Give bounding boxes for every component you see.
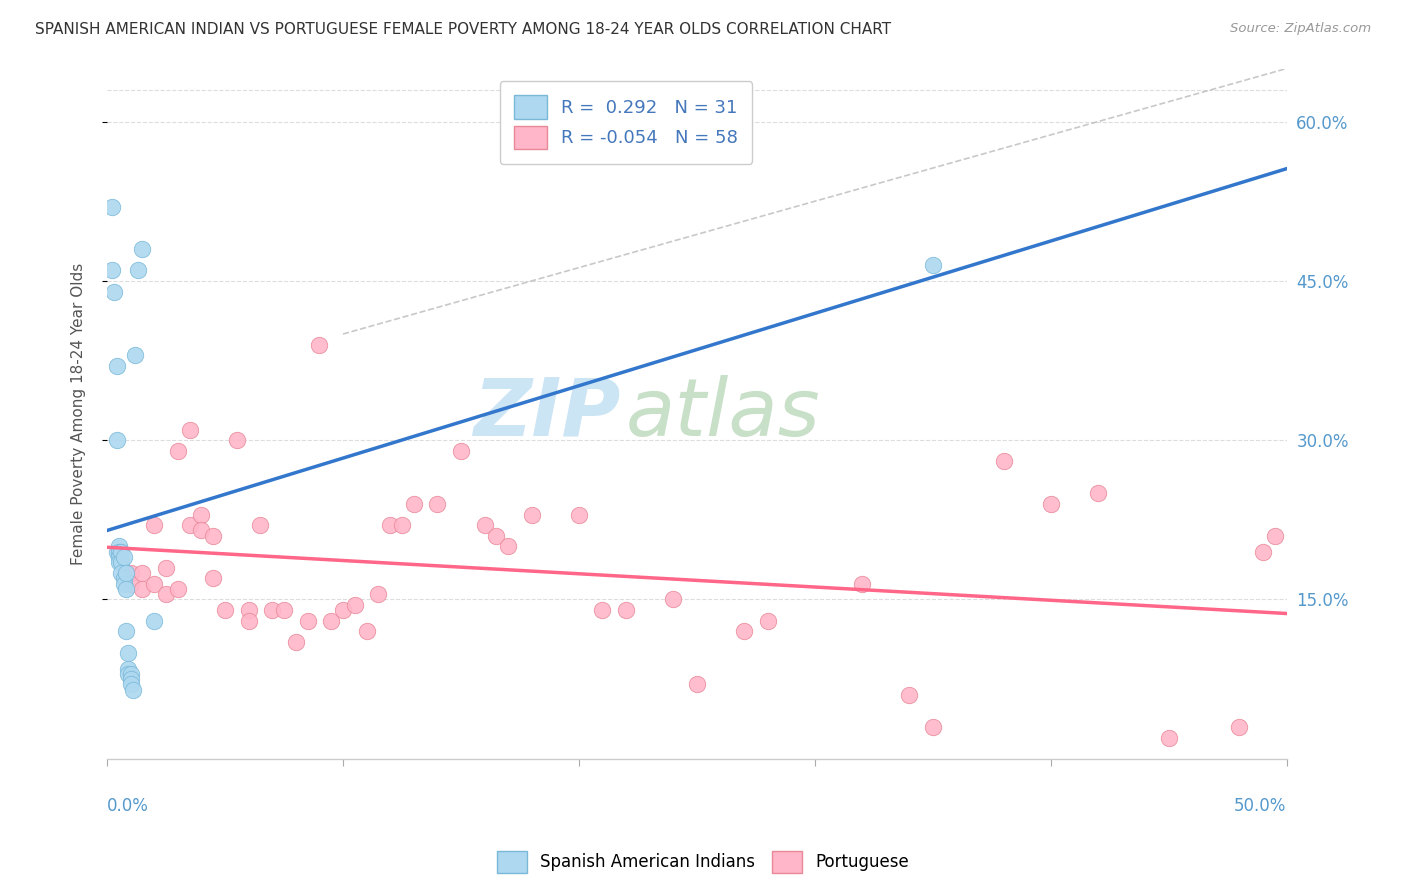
Point xyxy=(592,603,614,617)
Point xyxy=(284,635,307,649)
Point xyxy=(127,263,149,277)
Point xyxy=(1264,529,1286,543)
Text: 50.0%: 50.0% xyxy=(1234,797,1286,814)
Point xyxy=(378,518,401,533)
Point xyxy=(238,603,260,617)
Text: SPANISH AMERICAN INDIAN VS PORTUGUESE FEMALE POVERTY AMONG 18-24 YEAR OLDS CORRE: SPANISH AMERICAN INDIAN VS PORTUGUESE FE… xyxy=(35,22,891,37)
Point xyxy=(202,529,225,543)
Y-axis label: Female Poverty Among 18-24 Year Olds: Female Poverty Among 18-24 Year Olds xyxy=(72,262,86,565)
Point xyxy=(214,603,236,617)
Point xyxy=(117,661,139,675)
Point xyxy=(308,337,330,351)
Point xyxy=(112,549,135,564)
Point xyxy=(474,518,496,533)
Point xyxy=(921,720,943,734)
Point xyxy=(343,598,366,612)
Point xyxy=(993,454,1015,468)
Point xyxy=(262,603,284,617)
Point xyxy=(105,359,128,373)
Point xyxy=(120,566,142,580)
Point xyxy=(568,508,591,522)
Point xyxy=(1157,731,1180,745)
Point xyxy=(110,566,132,580)
Point xyxy=(143,614,166,628)
Point xyxy=(520,508,543,522)
Point xyxy=(1039,497,1062,511)
Point xyxy=(131,582,153,596)
Point xyxy=(662,592,685,607)
Point xyxy=(101,263,124,277)
Point xyxy=(202,571,225,585)
Point xyxy=(225,433,247,447)
Point xyxy=(155,587,177,601)
Point xyxy=(273,603,295,617)
Point xyxy=(921,258,943,272)
Point xyxy=(112,576,135,591)
Point xyxy=(1087,486,1109,500)
Point xyxy=(120,677,142,691)
Point xyxy=(108,545,131,559)
Point xyxy=(105,433,128,447)
Point xyxy=(117,646,139,660)
Point xyxy=(108,549,131,564)
Point xyxy=(179,423,201,437)
Point xyxy=(117,666,139,681)
Point xyxy=(101,200,124,214)
Point xyxy=(115,624,138,639)
Point xyxy=(115,582,138,596)
Point xyxy=(496,540,519,554)
Point xyxy=(614,603,637,617)
Point xyxy=(1229,720,1251,734)
Point xyxy=(108,540,131,554)
Point xyxy=(108,545,131,559)
Point xyxy=(190,524,212,538)
Point xyxy=(124,348,146,362)
Point xyxy=(115,566,138,580)
Legend: Spanish American Indians, Portuguese: Spanish American Indians, Portuguese xyxy=(491,845,915,880)
Legend: R =  0.292   N = 31, R = -0.054   N = 58: R = 0.292 N = 31, R = -0.054 N = 58 xyxy=(499,81,752,163)
Point xyxy=(166,582,188,596)
Point xyxy=(179,518,201,533)
Point xyxy=(851,576,873,591)
Point xyxy=(131,566,153,580)
Point xyxy=(112,571,135,585)
Point xyxy=(1251,545,1274,559)
Point xyxy=(733,624,755,639)
Point xyxy=(108,555,131,569)
Point xyxy=(103,285,125,299)
Point xyxy=(110,555,132,569)
Point xyxy=(297,614,319,628)
Point xyxy=(356,624,378,639)
Point xyxy=(110,545,132,559)
Point xyxy=(105,545,128,559)
Point xyxy=(166,443,188,458)
Point xyxy=(756,614,779,628)
Point xyxy=(120,576,142,591)
Point xyxy=(391,518,413,533)
Point xyxy=(143,518,166,533)
Point xyxy=(332,603,354,617)
Point xyxy=(367,587,389,601)
Text: Source: ZipAtlas.com: Source: ZipAtlas.com xyxy=(1230,22,1371,36)
Point xyxy=(898,688,921,702)
Point xyxy=(426,497,449,511)
Point xyxy=(143,576,166,591)
Point xyxy=(321,614,343,628)
Point xyxy=(190,508,212,522)
Point xyxy=(238,614,260,628)
Point xyxy=(120,672,142,686)
Point xyxy=(485,529,508,543)
Point xyxy=(686,677,709,691)
Point xyxy=(402,497,425,511)
Point xyxy=(155,560,177,574)
Point xyxy=(450,443,472,458)
Text: atlas: atlas xyxy=(626,375,821,452)
Point xyxy=(131,242,153,256)
Text: ZIP: ZIP xyxy=(472,375,620,452)
Point xyxy=(249,518,271,533)
Text: 0.0%: 0.0% xyxy=(107,797,149,814)
Point xyxy=(122,682,145,697)
Point xyxy=(120,666,142,681)
